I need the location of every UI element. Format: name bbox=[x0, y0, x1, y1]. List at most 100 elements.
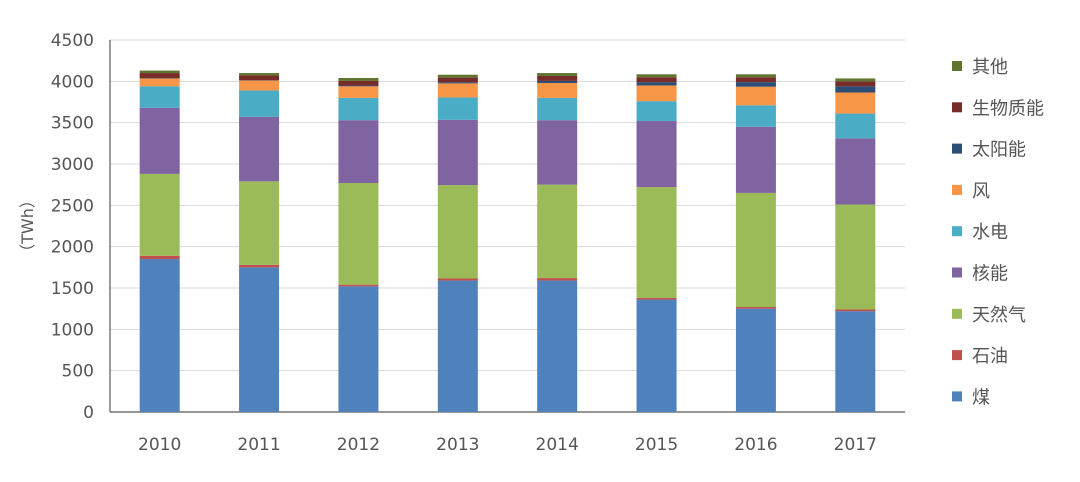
bar-segment bbox=[139, 107, 180, 174]
bar-stack bbox=[239, 73, 280, 412]
bar-segment bbox=[139, 70, 180, 74]
legend-label: 核能 bbox=[972, 264, 1008, 285]
bar-segment bbox=[735, 82, 776, 87]
legend-swatch bbox=[952, 391, 962, 402]
bar-segment bbox=[139, 78, 180, 87]
bar-segment bbox=[835, 311, 876, 412]
bar-segment bbox=[835, 81, 876, 87]
bar-segment bbox=[437, 82, 478, 84]
bar-segment bbox=[636, 297, 677, 300]
legend-label: 生物质能 bbox=[972, 98, 1044, 119]
bar-segment bbox=[636, 101, 677, 122]
bar-segment bbox=[239, 73, 280, 76]
y-tick-label: 0 bbox=[83, 403, 94, 423]
bar-segment bbox=[437, 119, 478, 186]
bar-segment bbox=[735, 74, 776, 78]
bar-segment bbox=[239, 267, 280, 412]
bar-segment bbox=[338, 284, 379, 287]
bar-segment bbox=[636, 77, 677, 83]
bar-segment bbox=[239, 264, 280, 268]
bar-segment bbox=[338, 120, 379, 184]
bar-segment bbox=[835, 113, 876, 139]
bar-segment bbox=[537, 278, 578, 281]
bar-segment bbox=[735, 105, 776, 127]
bar-stack bbox=[537, 73, 578, 412]
x-axis: 2010 2011 2012 2013 2014 2015 2016 2017 bbox=[138, 435, 877, 455]
bar-segment bbox=[338, 97, 379, 121]
legend-label: 风 bbox=[972, 181, 990, 202]
bar-segment bbox=[735, 192, 776, 308]
legend-label: 天然气 bbox=[972, 305, 1026, 326]
x-tick-label: 2015 bbox=[635, 435, 678, 455]
bar-segment bbox=[239, 90, 280, 117]
y-tick-label: 3500 bbox=[51, 114, 94, 134]
bar-segment bbox=[537, 80, 578, 83]
bar-segment bbox=[139, 259, 180, 412]
y-tick-label: 2500 bbox=[51, 196, 94, 216]
bar-segment bbox=[338, 85, 379, 87]
legend-swatch bbox=[952, 350, 962, 361]
legend-label: 石油 bbox=[972, 346, 1008, 367]
y-tick-label: 1500 bbox=[51, 279, 94, 299]
bar-segment bbox=[537, 97, 578, 121]
bar-segment bbox=[835, 138, 876, 205]
legend-label: 煤 bbox=[972, 387, 990, 408]
legend-swatch bbox=[952, 308, 962, 319]
bar-segment bbox=[636, 85, 677, 102]
y-tick-label: 4000 bbox=[51, 72, 94, 92]
legend-swatch bbox=[952, 267, 962, 278]
bar-segment bbox=[139, 73, 180, 79]
bar-segment bbox=[239, 75, 280, 81]
bar-stack bbox=[735, 74, 776, 412]
bar-segment bbox=[636, 187, 677, 298]
y-tick-label: 1000 bbox=[51, 320, 94, 340]
bar-segment bbox=[735, 77, 776, 83]
bar-segment bbox=[338, 286, 379, 412]
y-tick-label: 2000 bbox=[51, 238, 94, 258]
bar-segment bbox=[835, 309, 876, 312]
bar-segment bbox=[537, 120, 578, 185]
bar-stack bbox=[835, 78, 876, 412]
bar-segment bbox=[835, 78, 876, 82]
bar-segment bbox=[437, 97, 478, 120]
bar-segment bbox=[636, 121, 677, 188]
bar-segment bbox=[735, 86, 776, 106]
y-tick-label: 500 bbox=[62, 362, 94, 382]
bar-segment bbox=[437, 83, 478, 98]
bar-segment bbox=[735, 307, 776, 309]
bar-segment bbox=[636, 82, 677, 86]
legend-swatch bbox=[952, 184, 962, 195]
y-tick-label: 4500 bbox=[51, 31, 94, 51]
x-tick-label: 2012 bbox=[337, 435, 380, 455]
bar-segment bbox=[338, 80, 379, 86]
legend-swatch bbox=[952, 226, 962, 237]
bar-segment bbox=[239, 181, 280, 265]
bar-segment bbox=[537, 75, 578, 81]
y-tick-label: 3000 bbox=[51, 155, 94, 175]
bar-segment bbox=[537, 73, 578, 76]
bar-segment bbox=[735, 308, 776, 412]
bar-segment bbox=[338, 183, 379, 285]
bar-stack bbox=[636, 74, 677, 412]
bar-segment bbox=[437, 74, 478, 78]
bar-segment bbox=[537, 280, 578, 412]
bar-segment bbox=[139, 173, 180, 256]
y-axis-label: （TWh） bbox=[18, 192, 37, 260]
x-tick-label: 2011 bbox=[237, 435, 280, 455]
bar-stack bbox=[338, 78, 379, 412]
x-tick-label: 2017 bbox=[834, 435, 877, 455]
bar-segment bbox=[735, 126, 776, 193]
bar-segment bbox=[239, 116, 280, 182]
bar-segment bbox=[139, 255, 180, 260]
bar-segment bbox=[338, 78, 379, 81]
bar-segment bbox=[338, 86, 379, 98]
bar-segment bbox=[835, 204, 876, 310]
legend-label: 水电 bbox=[972, 222, 1008, 243]
bar-stack bbox=[437, 74, 478, 412]
legend-label: 太阳能 bbox=[972, 140, 1026, 161]
bar-segment bbox=[537, 82, 578, 98]
legend-swatch bbox=[952, 61, 962, 71]
x-tick-label: 2010 bbox=[138, 435, 181, 455]
